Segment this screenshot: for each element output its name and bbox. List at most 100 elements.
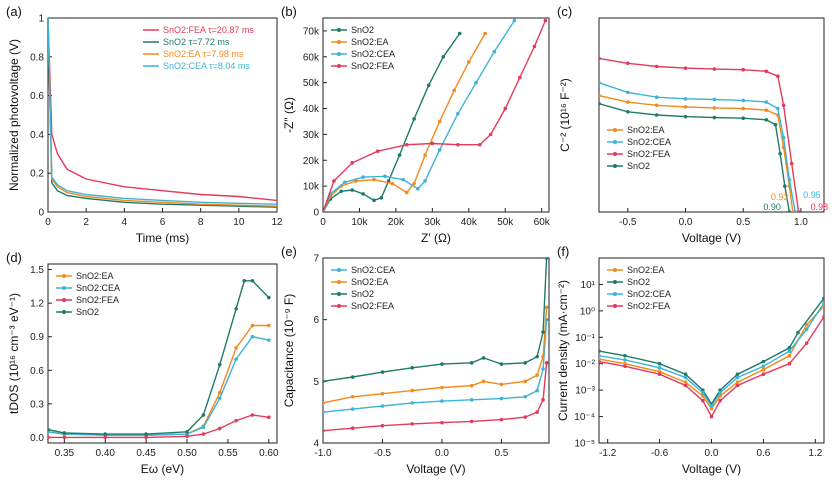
x-tick-label: 20k (388, 217, 405, 228)
y-tick-label: 0 (313, 208, 319, 219)
legend-marker (337, 304, 341, 308)
data-point (512, 18, 517, 23)
y-tick-label: 6 (313, 315, 319, 326)
legend-label: SnO2:CEA τ=8.04 ms (163, 61, 250, 71)
plot-frame (47, 17, 278, 213)
series-line (599, 302, 824, 408)
legend-marker (62, 286, 66, 290)
x-tick-label: 10 (233, 217, 245, 228)
data-point (401, 177, 405, 182)
legend-marker (337, 52, 341, 56)
data-point (430, 141, 435, 146)
y-tick-label: 0.6 (30, 91, 44, 102)
data-point (410, 388, 415, 393)
plot-frame (322, 17, 550, 213)
data-point (456, 111, 460, 116)
data-point (623, 364, 627, 369)
x-tick-label: 8 (198, 217, 204, 228)
data-point (48, 427, 50, 432)
data-point (234, 357, 238, 361)
data-point (773, 122, 778, 127)
data-point (437, 119, 442, 124)
data-point (623, 353, 627, 358)
data-point (481, 379, 486, 384)
y-axis-label: Current density (mA·cm⁻²) (556, 280, 570, 421)
data-point (712, 115, 717, 120)
x-tick-label: 0.45 (136, 448, 156, 459)
data-point (741, 106, 746, 111)
data-point (623, 361, 627, 366)
y-tick-label: 10k (303, 182, 320, 193)
data-point (787, 361, 792, 366)
data-point (599, 93, 601, 98)
data-point (778, 152, 782, 156)
panel-label: (d) (6, 250, 22, 265)
legend-label: SnO2:EA (76, 271, 114, 281)
data-point (541, 398, 545, 402)
data-point (234, 418, 238, 423)
data-point (654, 95, 659, 100)
data-point (440, 385, 444, 390)
data-point (626, 90, 630, 95)
legend-marker (337, 40, 341, 44)
data-point (761, 367, 766, 372)
series-line (48, 18, 277, 208)
data-point (709, 406, 714, 411)
data-point (654, 64, 659, 69)
data-point (361, 192, 365, 196)
legend-label: SnO2:FEA (627, 149, 670, 159)
data-point (654, 113, 659, 117)
x-tick-label: 1.0 (794, 217, 808, 228)
x-tick-label: 4 (122, 217, 128, 228)
legend-label: SnO2:EA (351, 277, 389, 287)
data-point (683, 375, 688, 380)
series-line (323, 307, 548, 404)
x-tick-label: 0.5 (736, 217, 750, 228)
data-point (323, 401, 325, 405)
data-point (787, 210, 792, 212)
data-point (440, 420, 444, 425)
data-point (796, 330, 800, 335)
data-point (440, 399, 444, 403)
data-point (234, 306, 238, 311)
data-point (683, 105, 688, 109)
data-point (761, 372, 766, 377)
data-point (776, 106, 780, 111)
panel-label: (a) (6, 4, 22, 19)
data-point (250, 413, 255, 417)
data-point (599, 101, 601, 106)
data-point (242, 278, 247, 283)
annotation-label: 0.93 (771, 192, 789, 202)
legend-label: SnO2:CEA (76, 283, 120, 293)
data-point (541, 354, 545, 359)
data-point (781, 103, 786, 108)
data-point (543, 18, 548, 23)
data-point (350, 188, 354, 192)
data-point (701, 398, 705, 403)
data-point (623, 358, 627, 362)
annotation-label: 0.90 (763, 202, 781, 212)
legend-marker (337, 28, 341, 32)
data-point (718, 398, 722, 403)
data-point (761, 364, 766, 369)
data-point (144, 435, 148, 440)
series-line (48, 324, 269, 436)
data-point (764, 108, 769, 112)
panel-2: (c) -0.5 0.0 0.5 1.0 Voltage (V) C⁻² (10¹⁶ F⁻²… (557, 4, 828, 245)
panel-label: (f) (557, 244, 569, 259)
y-tick-label: 0.6 (30, 366, 44, 377)
data-point (440, 362, 444, 366)
data-point (217, 396, 222, 401)
data-point (683, 114, 688, 119)
data-point (267, 415, 271, 420)
data-point (217, 390, 222, 395)
data-point (250, 323, 255, 328)
data-point (467, 60, 471, 64)
data-point (523, 394, 528, 399)
data-point (787, 177, 792, 182)
data-point (323, 379, 325, 384)
data-point (499, 362, 504, 366)
legend-marker (613, 268, 617, 272)
y-tick-label: 0.2 (30, 169, 44, 180)
data-point (361, 175, 365, 179)
